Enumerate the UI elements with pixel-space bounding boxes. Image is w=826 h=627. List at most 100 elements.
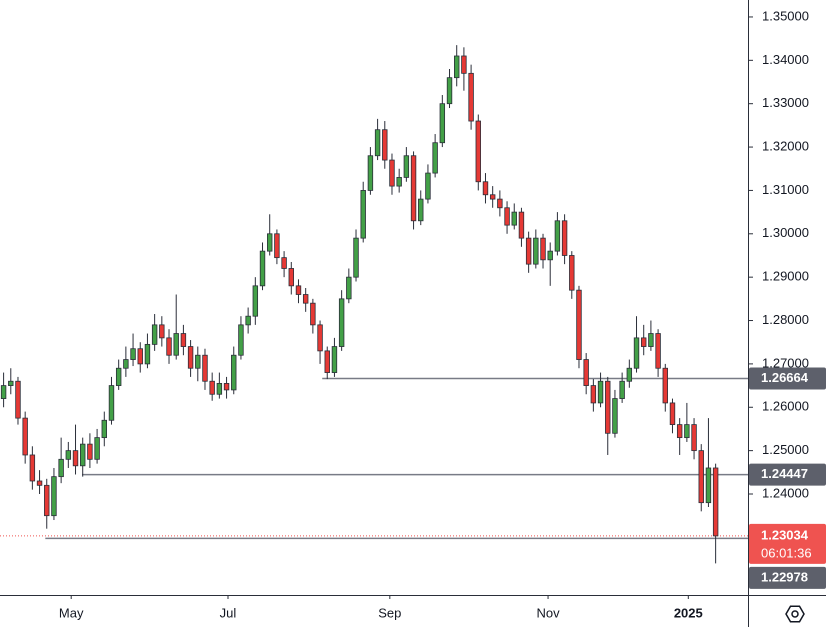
candle-body [295,285,302,295]
settings-icon[interactable] [785,605,805,623]
candle-body [468,72,474,122]
candle-body [482,181,489,196]
candle-body [115,367,122,386]
candle-body [101,419,107,439]
candle-body [317,324,323,352]
candle-body [576,289,582,360]
level-label-box [749,566,826,589]
candle-body [641,337,647,347]
candle-body [497,198,503,209]
y-tick-label: 1.26000 [762,399,809,414]
candle-body [353,237,359,278]
level-label-box [749,463,826,486]
y-tick-label: 1.33000 [762,95,809,110]
candle-body [461,55,467,74]
candle-body [691,424,697,452]
y-tick-label: 1.30000 [762,225,809,240]
candle-body [108,385,115,421]
candle-body [410,155,417,222]
x-tick-label: 2025 [674,605,703,620]
candle-body [0,385,7,399]
candle-body [626,367,633,382]
candle-body [669,402,676,426]
candle-body [216,383,223,395]
candle-body [202,354,208,382]
candle-body [87,443,93,460]
candle-body [195,354,201,369]
candle-body [547,250,553,261]
candle-body [130,348,136,360]
candle-body [676,424,683,439]
candle-body [310,302,316,326]
candle-body [36,480,43,486]
candle-body [137,348,143,365]
candle-body [180,333,187,347]
x-tick-label: Jul [220,605,237,620]
candle-body [403,155,410,178]
candle-body [259,250,266,287]
candle-body [238,324,244,356]
candle-body [58,458,64,478]
candle-body [72,450,79,467]
y-tick-label: 1.27000 [762,355,809,370]
candle-body [15,380,21,419]
candle-body [382,129,388,161]
candle-body [374,129,381,157]
candle-body [173,333,179,356]
candle-body [446,77,453,105]
settings-center [791,610,799,618]
candle-body [619,380,625,399]
candle-body [209,380,215,395]
x-tick-label: Nov [536,605,560,620]
candle-body [274,233,280,259]
y-tick-label: 1.34000 [762,52,809,67]
candle-body [698,450,704,504]
plot-area [0,45,748,564]
candle-body [597,380,604,404]
candle-body [29,454,36,482]
candle-body [187,346,194,369]
y-tick-label: 1.24000 [762,485,809,500]
candle-body [475,120,481,183]
candle-body [633,337,640,369]
candle-body [533,237,539,265]
candle-body [569,255,575,291]
candle-body [662,367,668,404]
candle-body [418,198,424,222]
candle-body [65,450,72,460]
candle-body [123,359,129,369]
x-tick-label: Sep [378,605,401,620]
y-tick-label: 1.35000 [762,8,809,23]
candle-body [338,298,345,347]
candle-body [288,268,294,287]
candle-body [360,190,366,239]
candle-body [583,359,589,386]
candle-body [22,417,28,456]
last-price-box [749,523,826,564]
candle-body [648,333,654,347]
x-tick-label: May [59,605,84,620]
level-label: 1.24447 [761,466,808,481]
candle-body [144,343,151,365]
candle-body [504,207,510,226]
level-label: 1.26664 [761,370,809,385]
candle-body [489,194,496,200]
candle-body [439,103,446,144]
candle-body [151,324,158,345]
candle-body [44,484,50,517]
candle-body [94,437,100,460]
y-tick-label: 1.32000 [762,138,809,153]
level-label-box [749,367,826,390]
candle-body [454,55,460,79]
candle-body [511,211,517,226]
candle-body [396,177,402,187]
candle-body [425,172,431,200]
candle-body [525,237,532,265]
y-tick-label: 1.28000 [762,312,809,327]
candle-body [331,346,338,373]
candle-body [302,294,309,304]
candle-body [389,159,395,187]
last-price-label: 1.23034 [761,527,809,542]
candle-body [367,155,374,191]
